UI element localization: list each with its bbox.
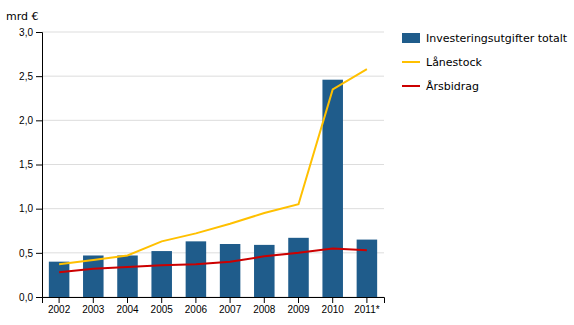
y-axis: 0,0 0,5 1,0 1,5 2,0 2,5 3,0 xyxy=(19,27,42,303)
x-tick-label: 2003 xyxy=(82,304,105,315)
x-tick: 2003 xyxy=(82,297,105,315)
x-tick: 2009 xyxy=(287,297,310,315)
x-tick-mark xyxy=(366,297,367,303)
y-tick: 2,5 xyxy=(19,71,42,82)
x-tick-label: 2007 xyxy=(219,304,242,315)
y-tick: 0,0 xyxy=(19,292,42,303)
bar xyxy=(117,255,138,297)
legend-item: Årsbidrag xyxy=(402,80,479,93)
legend-swatch xyxy=(402,61,420,63)
y-tick-label: 0,5 xyxy=(19,248,33,259)
x-tick-label: 2009 xyxy=(287,304,310,315)
x-tick-label: 2002 xyxy=(48,304,71,315)
legend-item: Investeringsutgifter totalt xyxy=(402,32,568,45)
y-tick-label: 1,5 xyxy=(19,159,33,170)
y-tick: 1,0 xyxy=(19,203,42,214)
legend: Investeringsutgifter totalt Lånestock Årsb… xyxy=(402,32,568,93)
x-tick-mark xyxy=(264,297,265,303)
grid-line xyxy=(42,76,384,77)
y-tick-mark xyxy=(36,297,42,298)
legend-label: Investeringsutgifter totalt xyxy=(426,32,568,45)
grid xyxy=(42,32,384,297)
bar xyxy=(357,240,378,297)
x-tick: 2008 xyxy=(253,297,276,315)
x-tick-mark xyxy=(195,297,196,303)
y-tick: 2,0 xyxy=(19,115,42,126)
legend-swatch xyxy=(402,85,420,87)
legend-swatch xyxy=(402,33,420,43)
x-tick-mark xyxy=(298,297,299,303)
y-axis-line xyxy=(36,33,43,298)
bar-series xyxy=(49,80,377,297)
x-axis-line xyxy=(43,298,385,304)
legend-label: Lånestock xyxy=(426,56,482,69)
legend-label: Årsbidrag xyxy=(426,80,479,93)
line xyxy=(59,248,367,272)
legend-item: Lånestock xyxy=(402,56,482,69)
x-tick-mark xyxy=(59,297,60,303)
bar xyxy=(151,251,172,297)
marks xyxy=(49,69,377,297)
y-tick: 0,5 xyxy=(19,248,42,259)
x-tick-label: 2008 xyxy=(253,304,276,315)
x-tick-mark xyxy=(332,297,333,303)
line xyxy=(59,69,367,264)
x-tick-label: 2005 xyxy=(151,304,174,315)
y-axis-label: mrd € xyxy=(6,10,39,23)
y-tick-label: 1,0 xyxy=(19,203,33,214)
plot: 0,00,51,01,52,02,53,02002200320042005200… xyxy=(19,27,384,315)
y-tick-mark xyxy=(36,76,42,77)
x-tick: 2006 xyxy=(185,297,208,315)
y-tick-mark xyxy=(36,209,42,210)
x-tick: 2004 xyxy=(116,297,139,315)
x-tick-mark xyxy=(127,297,128,303)
chart: 0,00,51,01,52,02,53,02002200320042005200… xyxy=(0,0,574,325)
y-tick-mark xyxy=(36,32,42,33)
x-tick-label: 2011* xyxy=(354,304,380,315)
x-tick-mark xyxy=(230,297,231,303)
x-tick-mark xyxy=(161,297,162,303)
x-tick-label: 2004 xyxy=(116,304,139,315)
bar xyxy=(254,245,275,297)
y-tick-label: 2,0 xyxy=(19,115,33,126)
y-tick-mark xyxy=(36,253,42,254)
y-tick: 1,5 xyxy=(19,159,42,170)
x-tick-label: 2006 xyxy=(185,304,208,315)
y-tick-label: 3,0 xyxy=(19,27,33,38)
bar xyxy=(288,238,309,297)
x-tick: 2007 xyxy=(219,297,242,315)
x-tick-label: 2010 xyxy=(322,304,345,315)
x-axis: 2002 2003 2004 2005 2006 2007 2008 2009 2010 2011… xyxy=(43,297,385,315)
bar xyxy=(220,244,241,297)
bar xyxy=(186,241,207,297)
y-tick-mark xyxy=(36,120,42,121)
x-tick: 2010 xyxy=(322,297,345,315)
y-tick-label: 0,0 xyxy=(19,292,33,303)
x-tick: 2005 xyxy=(151,297,174,315)
x-tick-mark xyxy=(93,297,94,303)
y-tick: 3,0 xyxy=(19,27,42,38)
y-tick-mark xyxy=(36,165,42,166)
x-tick: 2011* xyxy=(354,297,380,315)
y-tick-label: 2,5 xyxy=(19,71,33,82)
bar xyxy=(49,262,70,297)
x-tick: 2002 xyxy=(48,297,71,315)
grid-line xyxy=(42,32,384,33)
